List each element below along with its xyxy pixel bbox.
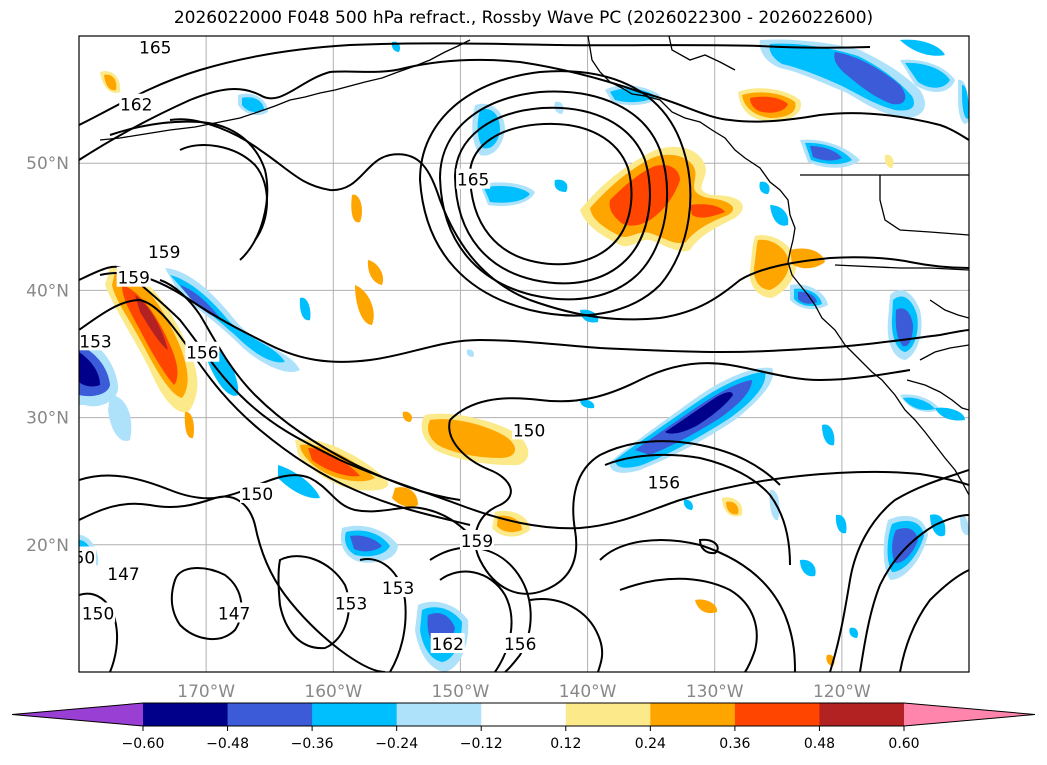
longitude-tick-label: 120°W (813, 682, 871, 702)
latitude-tick-label: 50°N (26, 154, 69, 174)
latitude-labels: 50°N 40°N 30°N 20°N (26, 154, 69, 556)
contour-label: 162 (431, 635, 463, 655)
contour-label: 150 (63, 549, 95, 569)
colorbar-tick-label: −0.60 (122, 736, 165, 752)
colorbar-segment (481, 703, 567, 726)
contour-label-bg (217, 602, 252, 623)
contour-label-bg (512, 419, 547, 440)
colorbar-segment (396, 703, 482, 726)
contour-label-bg (119, 93, 154, 114)
contour-label-bg (646, 471, 681, 492)
contour-label-bg (138, 36, 173, 57)
colorbar-tick-label: −0.24 (375, 736, 418, 752)
contour-label-bg (334, 592, 369, 613)
contour-label: 159 (148, 243, 180, 263)
colorbar-tick-label: −0.48 (206, 736, 249, 752)
latitude-tick-label: 20°N (26, 536, 69, 556)
contour-label-bg (79, 546, 96, 567)
colorbar-extend-max (904, 703, 1035, 726)
contour-label-bg (459, 529, 494, 550)
colorbar-segment (819, 703, 905, 726)
contour-label: 153 (79, 332, 111, 352)
contour-label-bg (79, 330, 113, 351)
longitude-tick-label: 170°W (177, 682, 235, 702)
contour-label-bg (106, 563, 141, 584)
colorbar-tick-label: 0.48 (804, 736, 835, 752)
contour-label: 165 (139, 38, 171, 58)
contour-label: 153 (335, 594, 367, 614)
contour-label: 150 (241, 485, 273, 505)
contour-labels: 165 162 165 159 159 153 156 150 156 150 159 150 150 1… (63, 36, 681, 655)
contour-label-bg (503, 633, 538, 654)
contour-label: 165 (457, 171, 489, 191)
colorbar-segment (312, 703, 398, 726)
height-contours (79, 42, 969, 672)
contour-label: 162 (120, 96, 152, 116)
colorbar-segment (734, 703, 820, 726)
contour-label: 156 (648, 473, 680, 493)
colorbar-tick-label: 0.60 (888, 736, 919, 752)
contour-label: 147 (107, 565, 139, 585)
colorbar-segment (227, 703, 313, 726)
colorbar-segment (143, 703, 229, 726)
contour-label-bg (430, 633, 465, 654)
contour-label: 156 (186, 344, 218, 364)
map-frame (78, 35, 970, 673)
contour-label-bg (185, 341, 220, 362)
contour-label: 159 (461, 532, 493, 552)
colorbar-tick-label: 0.36 (719, 736, 750, 752)
colorbar-extend-min (12, 703, 143, 726)
colorbar-tick-label: 0.12 (550, 736, 581, 752)
longitude-tick-label: 160°W (304, 682, 362, 702)
latitude-tick-label: 30°N (26, 409, 69, 429)
contour-label: 150 (82, 604, 114, 624)
colorbar-segment (565, 703, 651, 726)
longitude-tick-label: 150°W (432, 682, 490, 702)
refractivity-shading (79, 39, 969, 672)
coastlines (99, 36, 969, 496)
contour-label: 147 (218, 604, 250, 624)
contour-label-bg (381, 577, 416, 598)
latitude-tick-label: 40°N (26, 281, 69, 301)
longitude-tick-label: 140°W (559, 682, 617, 702)
longitude-tick-label: 130°W (686, 682, 744, 702)
colorbar: −0.60 −0.48 −0.36 −0.24 −0.12 0.12 0.24 0.36 0.4… (11, 702, 1036, 752)
colorbar-segment (650, 703, 736, 726)
contour-label-bg (81, 602, 116, 623)
contour-label: 159 (117, 269, 149, 289)
colorbar-tick-label: −0.12 (460, 736, 503, 752)
contour-label: 153 (382, 579, 414, 599)
colorbar-tick-label: 0.24 (635, 736, 666, 752)
longitude-labels: 170°W 160°W 150°W 140°W 130°W 120°W (177, 682, 871, 702)
contour-label-bg (240, 482, 274, 503)
contour-label-bg (147, 241, 182, 262)
contour-label-bg (116, 266, 151, 287)
contour-label: 156 (504, 635, 536, 655)
contour-label-bg (456, 168, 491, 189)
contour-label: 150 (513, 421, 545, 441)
colorbar-tick-label: −0.36 (291, 736, 334, 752)
map-title: 2026022000 F048 500 hPa refract., Rossby… (173, 8, 874, 28)
